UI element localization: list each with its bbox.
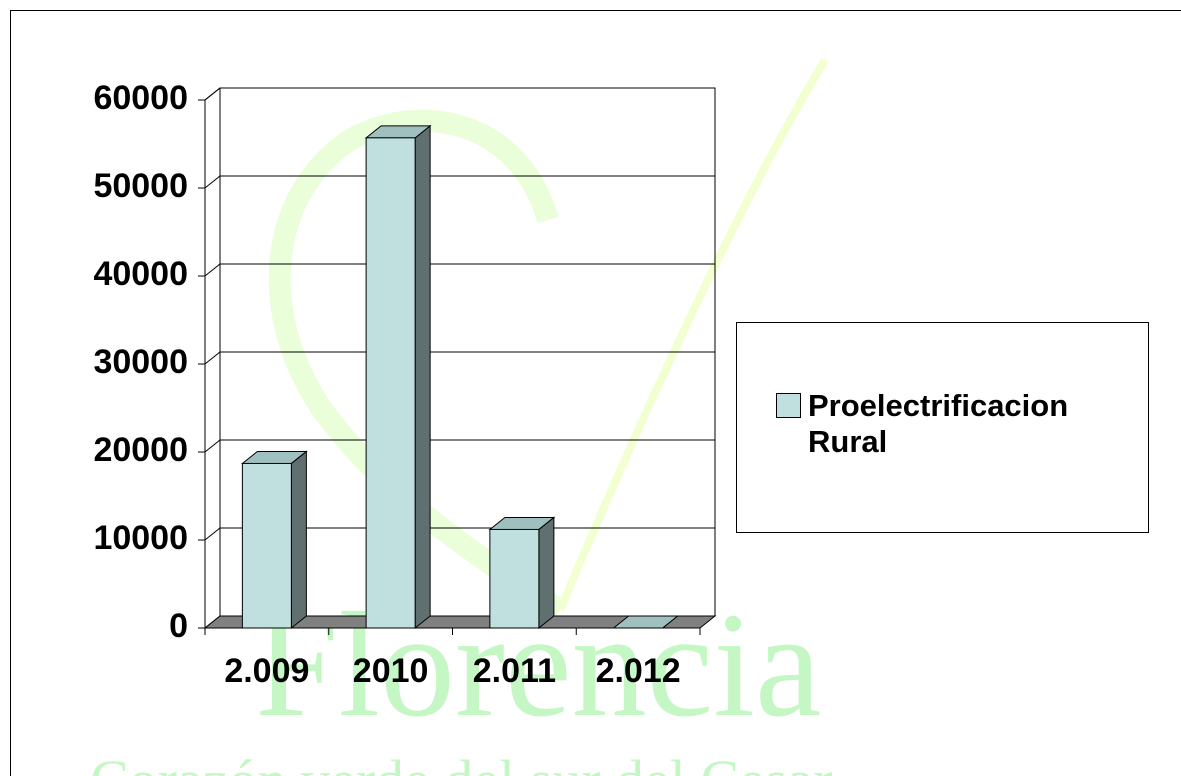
plot: 0 10000 20000 30000 40000 50000 60000 2.009 2010…: [93, 79, 717, 690]
watermark-heart: [268, 109, 567, 620]
x-tick-label: 2.011: [473, 652, 556, 690]
side-grid: [204, 175, 221, 189]
bar: [489, 528, 540, 629]
bar-side: [538, 516, 555, 630]
frame: [10, 10, 1181, 776]
watermark-stroke: [556, 57, 829, 612]
bar-side: [290, 450, 307, 630]
y-tick-label: 40000: [93, 255, 188, 293]
y-tick-label: 50000: [93, 167, 188, 205]
side-grid: [204, 87, 221, 101]
side-grid: [204, 351, 221, 365]
legend-label: Proelectrificacion Rural: [808, 388, 1069, 459]
bar-side: [414, 124, 431, 630]
x-tick-label: 2.009: [224, 652, 309, 690]
x-tick-label: 2010: [353, 652, 429, 690]
watermark-subtitle: Corazón verde del sur del Cesar: [90, 748, 832, 776]
y-tick-label: 20000: [93, 431, 188, 469]
y-tick-label: 60000: [93, 79, 188, 117]
watermark: Florencia Corazón verde del sur del Cesa…: [90, 57, 832, 776]
bar: [365, 137, 416, 629]
x-tick-label: 2.012: [596, 652, 681, 690]
legend-box: [736, 322, 1149, 533]
side-grid: [204, 263, 221, 277]
y-tick-label: 30000: [93, 343, 188, 381]
side-grid: [204, 439, 221, 453]
bar-top: [612, 615, 680, 629]
y-tick-label: 0: [169, 607, 188, 645]
y-tick-label: 10000: [93, 519, 188, 557]
legend-swatch: [776, 393, 801, 418]
bar: [241, 462, 292, 629]
side-grid: [204, 527, 221, 541]
